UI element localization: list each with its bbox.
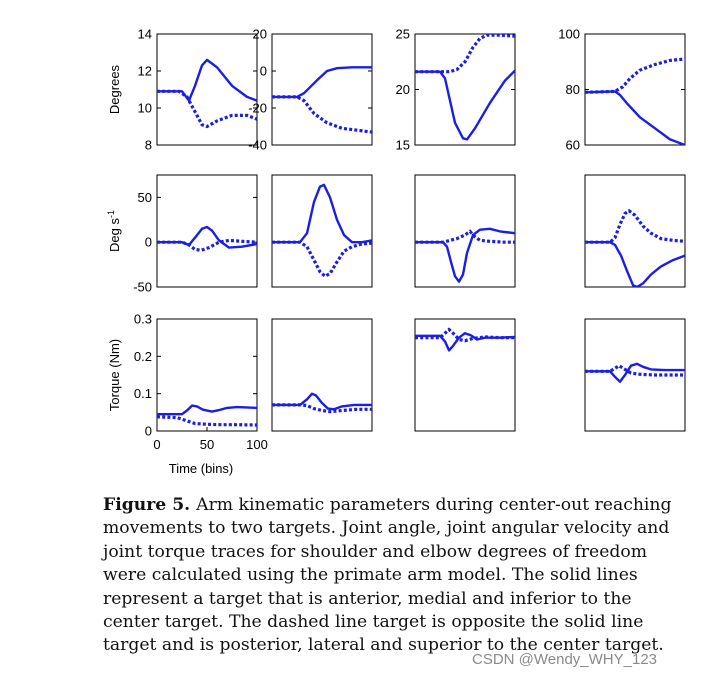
series-dashed-line	[585, 363, 685, 377]
panel-r3-c2	[271, 318, 373, 432]
y-tick-label: 10	[138, 101, 152, 116]
y-tick-label: 14	[138, 27, 152, 42]
series-solid-line	[415, 227, 515, 283]
series-solid-line	[157, 225, 257, 249]
series-dashed-line	[157, 415, 257, 427]
y-tick-label: 100	[558, 27, 580, 42]
series-dashed-line	[157, 89, 257, 129]
y-tick-label: 80	[566, 82, 580, 97]
figure-caption: Figure 5. Arm kinematic parameters during…	[103, 494, 693, 658]
y-tick-label: -40	[248, 138, 267, 153]
y-tick-label: 0	[260, 64, 267, 79]
series-solid-line	[272, 183, 372, 244]
panel-r1-c3: 25 20 15	[396, 27, 516, 153]
y-tick-label: -50	[133, 280, 152, 295]
panel-r2-c1: 50 0 -50	[133, 174, 258, 295]
x-tick-label: 50	[200, 437, 214, 452]
series-solid-line	[272, 66, 372, 99]
x-tick-label: 0	[153, 437, 160, 452]
panel-frame	[156, 174, 258, 288]
y-tick-label: 15	[396, 138, 410, 153]
y-axis-label: Deg s-1	[106, 210, 122, 252]
watermark-text: CSDN @Wendy_WHY_123	[472, 651, 658, 668]
panel-frame	[584, 318, 686, 432]
panel-frame	[271, 33, 373, 146]
y-tick-label: 0	[145, 424, 152, 439]
panel-r3-c3	[414, 318, 516, 432]
x-tick-label: 100	[246, 437, 268, 452]
series-solid-line	[585, 90, 685, 145]
panel-frame	[271, 318, 373, 432]
y-tick-label: 0	[145, 235, 152, 250]
panel-frame	[584, 33, 686, 146]
panel-r3-c4	[584, 318, 686, 432]
y-axis-label: Torque (Nm)	[107, 339, 122, 411]
panel-r1-c1: 14 12 10 8	[138, 27, 258, 153]
series-dashed-line	[415, 229, 515, 244]
figure-panels: Degrees 14 12 10 8 20 0 -20 -40 25 20 15 100 80 60 Deg …	[106, 27, 686, 477]
series-solid-line	[585, 241, 685, 287]
panel-r3-c1: 0.3 0.2 0.1 00 50 100 Time (bins)	[134, 312, 268, 477]
panel-frame	[584, 174, 686, 288]
panel-frame	[271, 174, 373, 288]
panel-r2-c4	[584, 174, 686, 288]
x-axis-label: Time (bins)	[169, 461, 234, 476]
y-tick-label: -20	[248, 101, 267, 116]
y-tick-label: 8	[145, 138, 152, 153]
caption-text: Arm kinematic parameters during center-o…	[103, 495, 672, 656]
panel-r1-c2: 20 0 -20 -40	[248, 27, 373, 153]
series-solid-line	[585, 362, 685, 383]
series-solid-line	[415, 332, 515, 352]
panel-r2-c3	[414, 174, 516, 288]
panel-frame	[414, 174, 516, 288]
y-tick-label: 20	[396, 82, 410, 97]
series-dashed-line	[585, 57, 685, 94]
series-dashed-line	[585, 208, 685, 244]
y-tick-label: 0.3	[134, 312, 152, 327]
series-dashed-line	[272, 240, 372, 279]
panel-frame	[156, 33, 258, 146]
series-solid-line	[157, 58, 257, 102]
y-tick-label: 20	[253, 27, 267, 42]
panel-r1-c4: 100 80 60	[558, 27, 686, 153]
series-solid-line	[415, 69, 515, 141]
series-dashed-line	[415, 34, 515, 74]
caption-label: Figure 5.	[103, 495, 191, 515]
series-solid-line	[157, 404, 257, 416]
y-tick-label: 12	[138, 64, 152, 79]
y-tick-label: 0.2	[134, 349, 152, 364]
panel-r2-c2	[271, 174, 373, 288]
y-axis-label-superscript: -1	[106, 210, 116, 218]
series-solid-line	[272, 392, 372, 411]
panel-frame	[414, 318, 516, 432]
y-tick-label: 50	[138, 190, 152, 205]
y-tick-label: 0.1	[134, 386, 152, 401]
series-dashed-line	[272, 95, 372, 134]
y-axis-label: Degrees	[107, 64, 122, 114]
y-tick-label: 60	[566, 138, 580, 153]
y-tick-label: 25	[396, 27, 410, 42]
